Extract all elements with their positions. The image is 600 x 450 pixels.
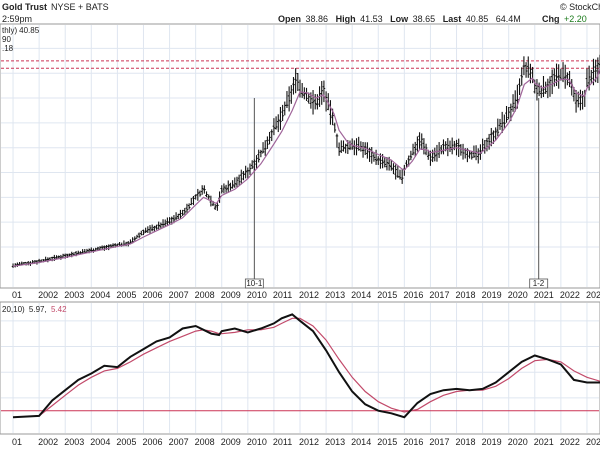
x-tick-label: 2019 [482,437,502,447]
x-tick-label: 2020 [508,290,528,300]
x-tick-label: 2006 [142,290,162,300]
annotation-high-b: 1-2 [533,279,545,288]
x-tick-label: 2002 [38,437,58,447]
x-tick-label: 2021 [534,437,554,447]
price-moving-average-line [12,68,600,267]
x-tick-label: 2002 [38,290,58,300]
x-tick-label: 2013 [325,290,345,300]
header-title: Gold Trust NYSE + BATS [2,2,109,12]
x-tick-label: 2008 [195,290,215,300]
indicator-legend: 20,10) 5.97, 5.42 [2,305,67,314]
x-tick-label: 2005 [116,437,136,447]
header-time: 2:59pm [2,14,32,24]
price-grid [1,25,599,287]
x-tick-label: 2010 [247,290,267,300]
price-high-markers [244,98,549,289]
watermark: © StockCh [560,2,600,12]
header-bar: Gold Trust NYSE + BATS 2:59pm Open 38.86 … [2,2,600,24]
annotation-high-a: 10-1 [246,279,263,288]
x-tick-label: 2017 [429,290,449,300]
x-tick-label: 2022 [560,437,580,447]
header-quote: Open 38.86 High 41.53 Low 38.65 Last 40.… [278,14,521,24]
x-tick-label: 2003 [64,437,84,447]
x-tick-label: 2018 [456,437,476,447]
x-tick-label: 2011 [273,437,292,447]
x-tick-label: 2003 [64,290,84,300]
x-tick-label: 2016 [403,437,423,447]
x-tick-label: 2004 [90,290,110,300]
price-small-label: 90 [2,35,11,44]
x-tick-label: 2005 [116,290,136,300]
x-tick-label: 2014 [351,290,371,300]
x-tick-label: 2007 [169,290,189,300]
x-tick-label: 2009 [221,437,241,447]
x-tick-label: 2023 [586,437,600,447]
x-tick-label: 2022 [560,290,580,300]
x-tick-label: 2012 [299,290,319,300]
price-red-label: .18 [2,44,14,53]
x-tick-label: 2014 [351,437,371,447]
header-change: Chg +2.20 [542,14,587,24]
high-marker-box [244,278,264,289]
x-tick-label: 2017 [429,437,449,447]
x-tick-label: 2016 [403,290,423,300]
price-legend: thly) 40.85 [2,26,40,35]
x-tick-label: 2009 [221,290,241,300]
x-tick-label: 01 [12,437,22,447]
x-tick-label: 2015 [377,437,397,447]
x-tick-label: 2023 [586,290,600,300]
x-tick-label: 2020 [508,437,528,447]
x-tick-label: 2013 [325,437,345,447]
high-marker-box [529,278,549,289]
x-tick-label: 2018 [456,290,476,300]
indicator-grid [1,303,599,433]
price-panel: thly) 40.85 90 .18 10-1 1-2 [0,23,600,289]
x-tick-label: 2011 [273,290,292,300]
x-tick-label: 2010 [247,437,267,447]
x-tick-label: 2006 [142,437,162,447]
indicator-fast-line [12,313,600,419]
x-tick-label: 01 [12,290,22,300]
x-tick-label: 2008 [195,437,215,447]
x-tick-label: 2004 [90,437,110,447]
x-tick-label: 2015 [377,290,397,300]
x-tick-label: 2019 [482,290,502,300]
x-axis-bottom: 01 2002 2003 2004 2005 2006 2007 2008 2009 2010 20… [12,437,600,447]
x-tick-label: 2021 [534,290,554,300]
indicator-panel: 20,10) 5.97, 5.42 [0,301,600,435]
x-tick-label: 2012 [299,437,319,447]
x-tick-label: 2007 [169,437,189,447]
x-axis-middle: 01 2002 2003 2004 2005 2006 2007 2008 2009 2010 20… [12,290,600,300]
